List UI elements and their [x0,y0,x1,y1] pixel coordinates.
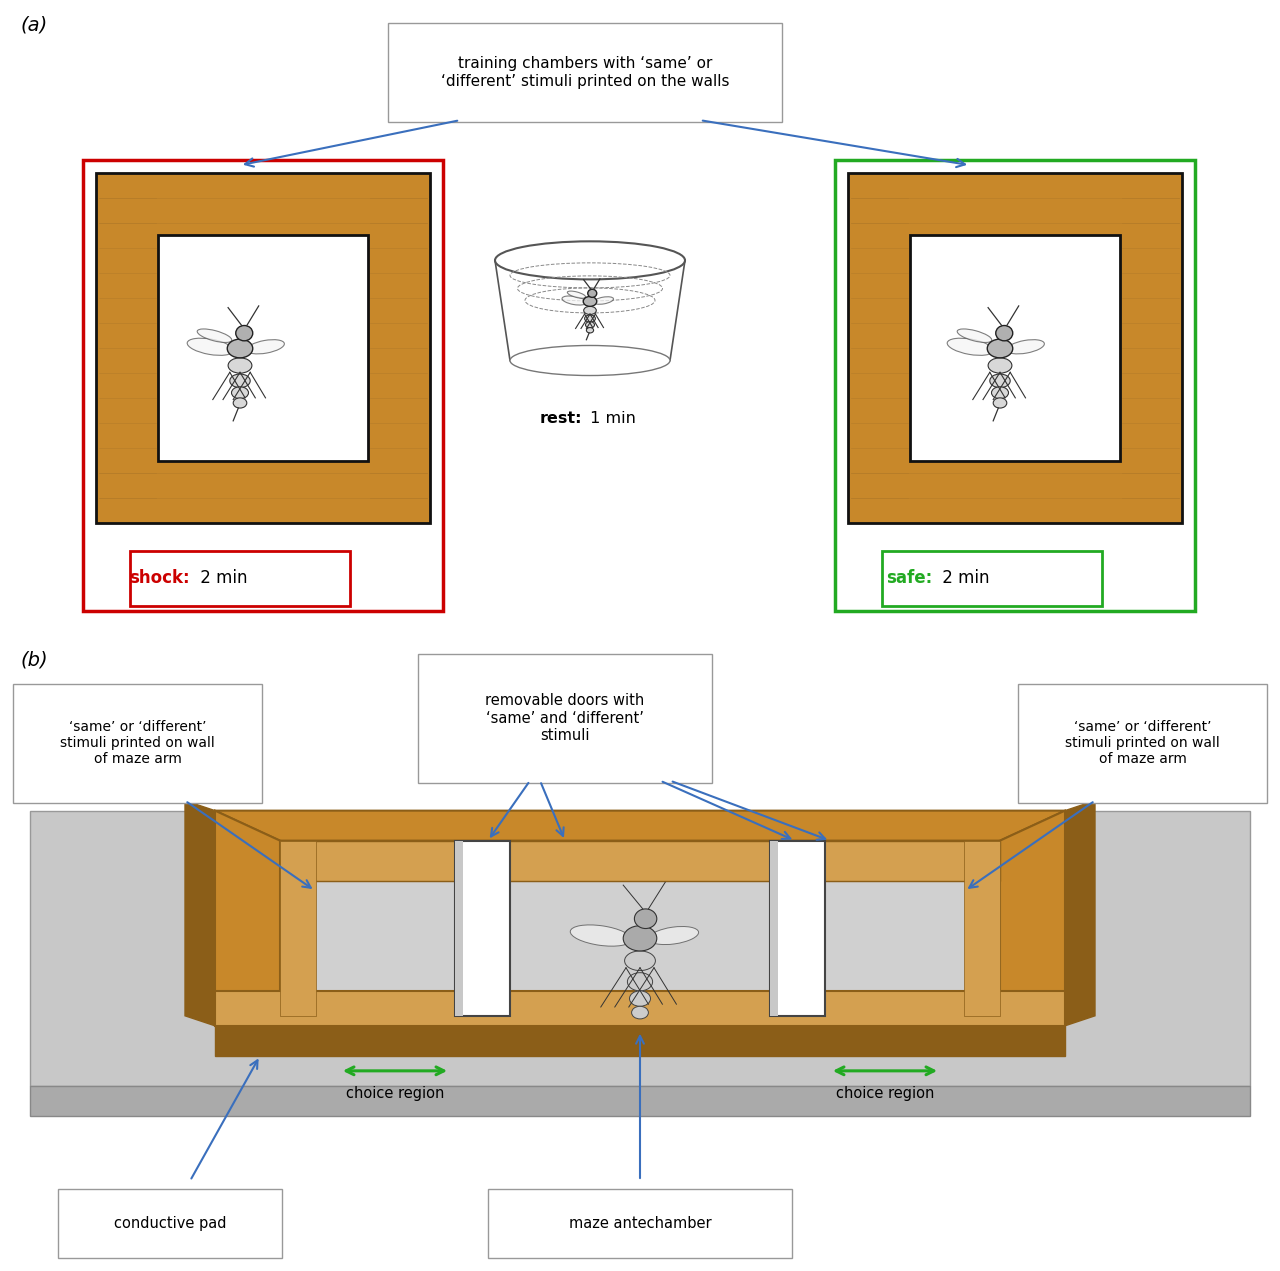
Ellipse shape [197,329,232,342]
Text: shock:: shock: [129,569,189,587]
Ellipse shape [992,386,1009,399]
Bar [910,235,1120,460]
Text: removable doors with
‘same’ and ‘different’
stimuli: removable doors with ‘same’ and ‘differe… [485,693,645,744]
Text: maze antechamber: maze antechamber [568,1216,712,1230]
Ellipse shape [187,338,233,356]
Ellipse shape [585,322,594,328]
Ellipse shape [623,925,657,951]
Text: (b): (b) [20,651,47,670]
Bar [454,840,463,1016]
Polygon shape [280,840,316,1016]
Ellipse shape [594,296,613,304]
FancyBboxPatch shape [488,1188,792,1258]
Ellipse shape [631,1007,649,1019]
Text: training chambers with ‘same’ or
‘different’ stimuli printed on the walls: training chambers with ‘same’ or ‘differ… [440,56,730,89]
Ellipse shape [585,315,595,322]
Ellipse shape [635,909,657,929]
Ellipse shape [232,386,248,399]
Text: choice region: choice region [346,1085,444,1101]
Ellipse shape [228,358,252,374]
Polygon shape [29,811,1251,1085]
Polygon shape [215,811,280,1016]
Bar [157,235,369,460]
Polygon shape [186,801,215,1026]
Text: 2 min: 2 min [937,569,989,587]
Ellipse shape [588,290,596,297]
Ellipse shape [584,296,596,306]
Polygon shape [280,840,1000,881]
Polygon shape [280,840,1000,881]
FancyBboxPatch shape [419,653,712,783]
Ellipse shape [228,339,252,358]
Bar [454,840,509,1016]
Ellipse shape [236,325,252,341]
FancyBboxPatch shape [58,1188,282,1258]
Text: ‘same’ or ‘different’
stimuli printed on wall
of maze arm: ‘same’ or ‘different’ stimuli printed on… [1065,719,1220,766]
Polygon shape [1000,991,1065,1051]
Ellipse shape [584,306,596,314]
Bar [771,840,778,1016]
Text: safe:: safe: [886,569,932,587]
Polygon shape [215,811,1065,840]
Polygon shape [215,991,1065,1026]
Polygon shape [1000,811,1065,1016]
Text: 2 min: 2 min [195,569,247,587]
Ellipse shape [989,374,1010,388]
Polygon shape [1065,801,1094,1026]
Ellipse shape [1006,339,1044,353]
FancyBboxPatch shape [388,23,782,122]
FancyBboxPatch shape [13,684,262,802]
Bar [882,550,1102,606]
Bar [835,160,1196,611]
Text: rest:: rest: [539,411,582,426]
Bar [83,160,443,611]
Ellipse shape [586,328,594,333]
Ellipse shape [562,296,586,305]
Polygon shape [215,1026,1065,1056]
Ellipse shape [649,927,699,944]
FancyBboxPatch shape [1018,684,1267,802]
Text: choice region: choice region [836,1085,934,1101]
Bar [771,840,826,1016]
Ellipse shape [947,338,993,356]
Ellipse shape [987,339,1012,358]
Polygon shape [495,261,685,361]
Ellipse shape [230,374,250,388]
Text: ‘same’ or ‘different’
stimuli printed on wall
of maze arm: ‘same’ or ‘different’ stimuli printed on… [60,719,215,766]
Polygon shape [215,991,280,1051]
Polygon shape [280,840,1000,1016]
Ellipse shape [630,991,650,1007]
Text: 1 min: 1 min [585,411,636,426]
Ellipse shape [957,329,992,342]
Ellipse shape [233,398,247,408]
Ellipse shape [567,291,586,299]
Ellipse shape [247,339,284,353]
Bar [849,173,1181,522]
Ellipse shape [571,925,631,946]
Text: conductive pad: conductive pad [114,1216,227,1230]
Ellipse shape [988,358,1012,374]
Ellipse shape [627,972,653,991]
Text: (a): (a) [20,15,47,34]
Bar [96,173,430,522]
Ellipse shape [625,951,655,971]
Ellipse shape [993,398,1007,408]
Ellipse shape [509,346,669,375]
Ellipse shape [996,325,1012,341]
Polygon shape [29,1085,1251,1116]
Polygon shape [964,840,1000,1016]
Ellipse shape [495,241,685,280]
Bar [131,550,349,606]
